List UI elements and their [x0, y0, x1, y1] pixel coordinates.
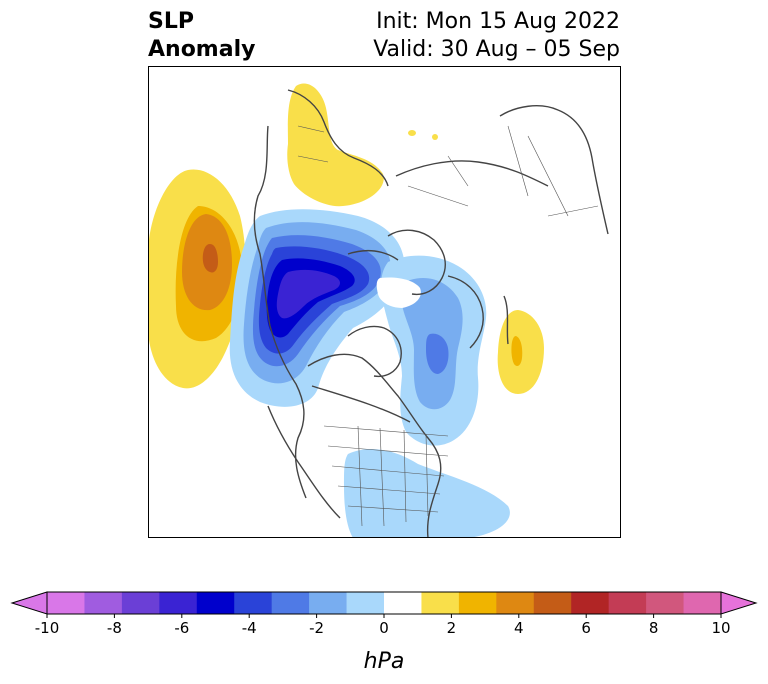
- alaska-low-anomaly: [229, 209, 405, 407]
- valid-range: Valid: 30 Aug – 05 Sep: [373, 37, 620, 62]
- colorbar-extension-low-outline: [10, 591, 48, 615]
- colorbar-extension-high: [721, 592, 756, 614]
- pacific-high-anomaly: [148, 169, 246, 389]
- colorbar-unit-label: hPa: [364, 649, 405, 674]
- colorbar-segment: [346, 592, 385, 614]
- colorbar-segment: [271, 592, 310, 614]
- colorbar-segment: [309, 592, 348, 614]
- colorbar-tick-label: -8: [107, 619, 122, 637]
- colorbar-ticks: -10 -8 -6 -4 -2 0 2 4 6 8 10: [35, 614, 731, 637]
- colorbar-tick-label: 10: [711, 619, 730, 637]
- slp-anomaly-map: [148, 66, 621, 538]
- atlantic-high-anomaly: [497, 310, 544, 394]
- near-zero-gap: [376, 277, 421, 308]
- colorbar-extension-high-outline: [720, 591, 758, 615]
- colorbar-segment: [646, 592, 685, 614]
- colorbar-segment: [234, 592, 273, 614]
- colorbar-extension-low: [12, 592, 47, 614]
- colorbar-segment: [421, 592, 460, 614]
- colorbar-tick-label: -6: [174, 619, 189, 637]
- forecast-dates: Init: Mon 15 Aug 2022 Valid: 30 Aug – 05…: [373, 8, 620, 64]
- colorbar-tick-label: 2: [447, 619, 457, 637]
- colorbar-tick-label: -2: [309, 619, 324, 637]
- title-anomaly: Anomaly: [148, 37, 256, 62]
- colorbar-segment: [571, 592, 610, 614]
- colorbar-segment: [121, 592, 160, 614]
- title-slp: SLP: [148, 9, 194, 34]
- eastern-us-low-anomaly: [344, 449, 510, 538]
- map-frame: [148, 66, 621, 538]
- colorbar-segment: [47, 592, 85, 614]
- init-date: Init: Mon 15 Aug 2022: [376, 9, 620, 34]
- colorbar-segment: [159, 592, 198, 614]
- colorbar-segment: [496, 592, 535, 614]
- colorbar-tick-label: -10: [35, 619, 60, 637]
- small-yellow-spots: [408, 130, 438, 140]
- political-borders: [297, 125, 599, 527]
- colorbar-tick-label: -4: [242, 619, 257, 637]
- colorbar-segment: [683, 592, 722, 614]
- colorbar-tick-label: 4: [514, 619, 524, 637]
- colorbar: -10 -8 -6 -4 -2 0 2 4 6 8 10 hPa: [10, 591, 758, 674]
- colorbar-segment: [608, 592, 647, 614]
- colorbar-segment: [384, 592, 422, 614]
- colorbar-segments: [47, 592, 722, 614]
- colorbar-segment: [84, 592, 123, 614]
- colorbar-segment: [533, 592, 572, 614]
- colorbar-tick-label: 6: [581, 619, 591, 637]
- colorbar-segment: [458, 592, 497, 614]
- scandinavia-high-anomaly: [287, 83, 384, 207]
- colorbar-tick-label: 0: [379, 619, 389, 637]
- colorbar-segment: [196, 592, 235, 614]
- coastlines: [253, 89, 609, 538]
- chart-title: SLP Anomaly: [148, 8, 255, 64]
- colorbar-tick-label: 8: [649, 619, 659, 637]
